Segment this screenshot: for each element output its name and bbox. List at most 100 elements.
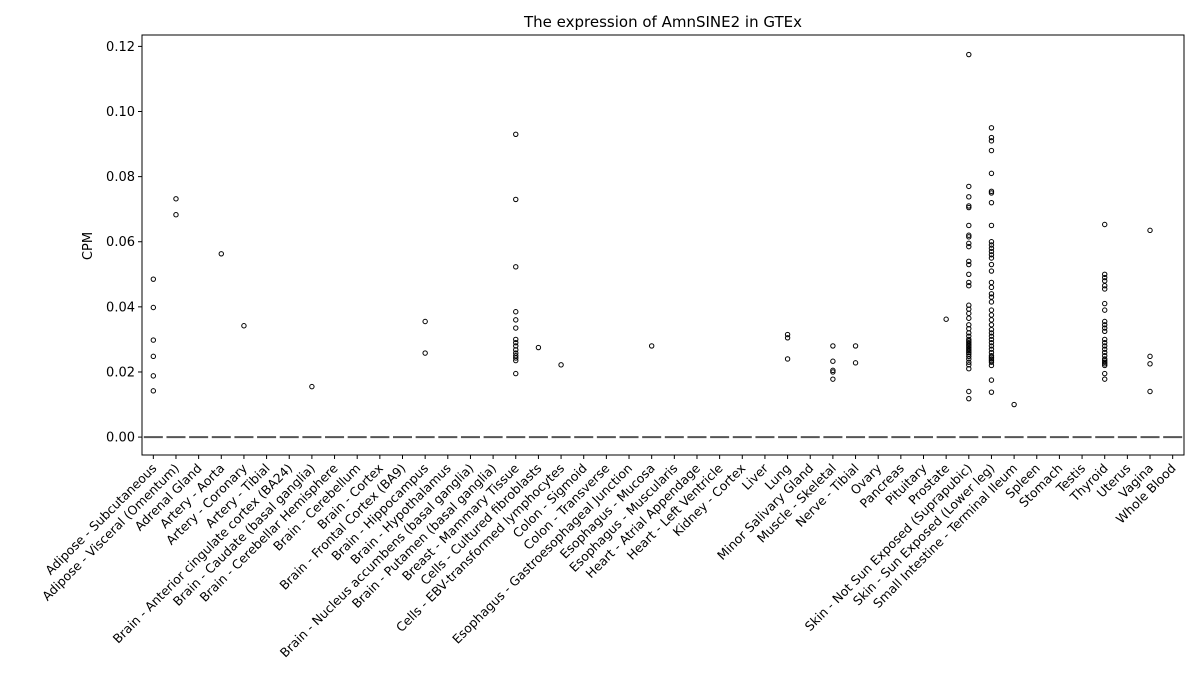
outlier-point <box>988 359 995 365</box>
outlier-point <box>988 255 995 261</box>
outlier-point <box>966 315 972 321</box>
outlier-point <box>966 194 972 200</box>
outlier-point <box>1102 361 1108 367</box>
outlier-point <box>988 362 995 369</box>
outlier-point <box>1102 282 1108 289</box>
outlier-point <box>988 268 995 274</box>
outlier-point <box>966 279 972 286</box>
outlier-point <box>422 318 428 325</box>
outlier-point <box>988 248 995 255</box>
outlier-point <box>966 234 972 240</box>
outlier-point <box>988 330 995 336</box>
outlier-point <box>1147 227 1153 234</box>
outlier-point <box>966 232 972 238</box>
outlier-point <box>966 240 972 247</box>
outlier-point <box>988 252 995 258</box>
y-tick-label: 0.10 <box>106 105 135 120</box>
outlier-point <box>966 366 972 372</box>
outlier-point <box>988 125 995 131</box>
outlier-point <box>513 317 519 323</box>
chart-title: The expression of AmnSINE2 in GTEx <box>523 13 802 31</box>
outlier-point <box>966 359 972 365</box>
outlier-point <box>1102 359 1108 365</box>
outlier-point <box>513 355 519 361</box>
outlier-point <box>988 138 995 144</box>
outlier-point <box>988 333 995 339</box>
outlier-point <box>966 204 972 211</box>
y-tick-label: 0.12 <box>106 40 135 55</box>
outlier-point <box>988 346 995 352</box>
outlier-point <box>988 291 995 297</box>
outlier-point <box>966 271 972 278</box>
outlier-point <box>241 323 247 329</box>
outlier-point <box>513 309 519 315</box>
outlier-point <box>1102 325 1108 331</box>
outlier-point <box>535 344 542 351</box>
outlier-point <box>513 336 519 343</box>
outlier-point <box>966 282 972 289</box>
outlier-point <box>988 147 995 154</box>
outlier-point <box>309 383 315 390</box>
y-tick-label: 0.00 <box>106 431 135 446</box>
outlier-point <box>1147 388 1153 395</box>
x-tick-label: Adipose - Visceral (Omentum) <box>39 461 182 604</box>
outlier-point <box>150 304 157 311</box>
outlier-point <box>1102 307 1108 313</box>
outlier-point <box>513 325 519 331</box>
outlier-point <box>1102 339 1108 346</box>
outlier-point <box>1102 271 1108 278</box>
outlier-point <box>150 276 157 282</box>
outlier-point <box>988 307 995 313</box>
outlier-point <box>988 343 995 349</box>
outlier-point <box>830 369 836 375</box>
outlier-point <box>852 360 859 366</box>
outlier-point <box>150 373 157 379</box>
outlier-point <box>1102 286 1108 292</box>
outlier-point <box>966 348 972 354</box>
outlier-point <box>988 377 995 383</box>
y-tick-label: 0.04 <box>106 300 135 315</box>
outlier-point <box>988 170 995 177</box>
outlier-point <box>966 353 972 360</box>
outlier-point <box>988 284 995 291</box>
outlier-point <box>513 131 519 138</box>
outlier-point <box>1102 322 1108 328</box>
outlier-point <box>852 343 859 349</box>
outlier-point <box>988 389 995 395</box>
y-axis-ticks: 0.00 0.02 0.04 0.06 0.08 0.10 0.12 <box>106 40 142 446</box>
outlier-point <box>513 339 519 346</box>
outlier-point <box>1102 346 1108 352</box>
outlier-point <box>988 279 995 286</box>
outlier-point <box>173 212 179 218</box>
outlier-point <box>150 388 157 394</box>
outlier-point <box>988 190 995 196</box>
outlier-point <box>648 343 655 349</box>
y-tick-label: 0.08 <box>106 170 135 185</box>
outlier-point <box>988 312 995 318</box>
outlier-point <box>830 367 836 374</box>
outlier-point <box>784 356 791 362</box>
outlier-point <box>1102 328 1108 334</box>
outlier-point <box>966 330 972 336</box>
outlier-point <box>988 339 995 346</box>
outlier-point <box>1102 370 1108 377</box>
y-tick-label: 0.06 <box>106 235 135 250</box>
outlier-point <box>1102 362 1108 369</box>
outlier-point <box>150 353 157 360</box>
plot-area-frame <box>141 34 1185 456</box>
outlier-point <box>988 222 995 229</box>
y-axis-label: CPM <box>81 232 96 260</box>
outlier-point <box>513 347 519 353</box>
outlier-point <box>966 261 972 268</box>
outlier-point <box>966 356 972 362</box>
outlier-point <box>422 350 428 356</box>
outlier-point <box>988 239 995 245</box>
outlier-point <box>988 322 995 328</box>
outlier-point <box>1102 318 1108 325</box>
outlier-point <box>988 134 995 141</box>
outlier-point <box>1102 300 1108 307</box>
outlier-point <box>988 336 995 343</box>
y-tick-label: 0.02 <box>106 365 135 380</box>
